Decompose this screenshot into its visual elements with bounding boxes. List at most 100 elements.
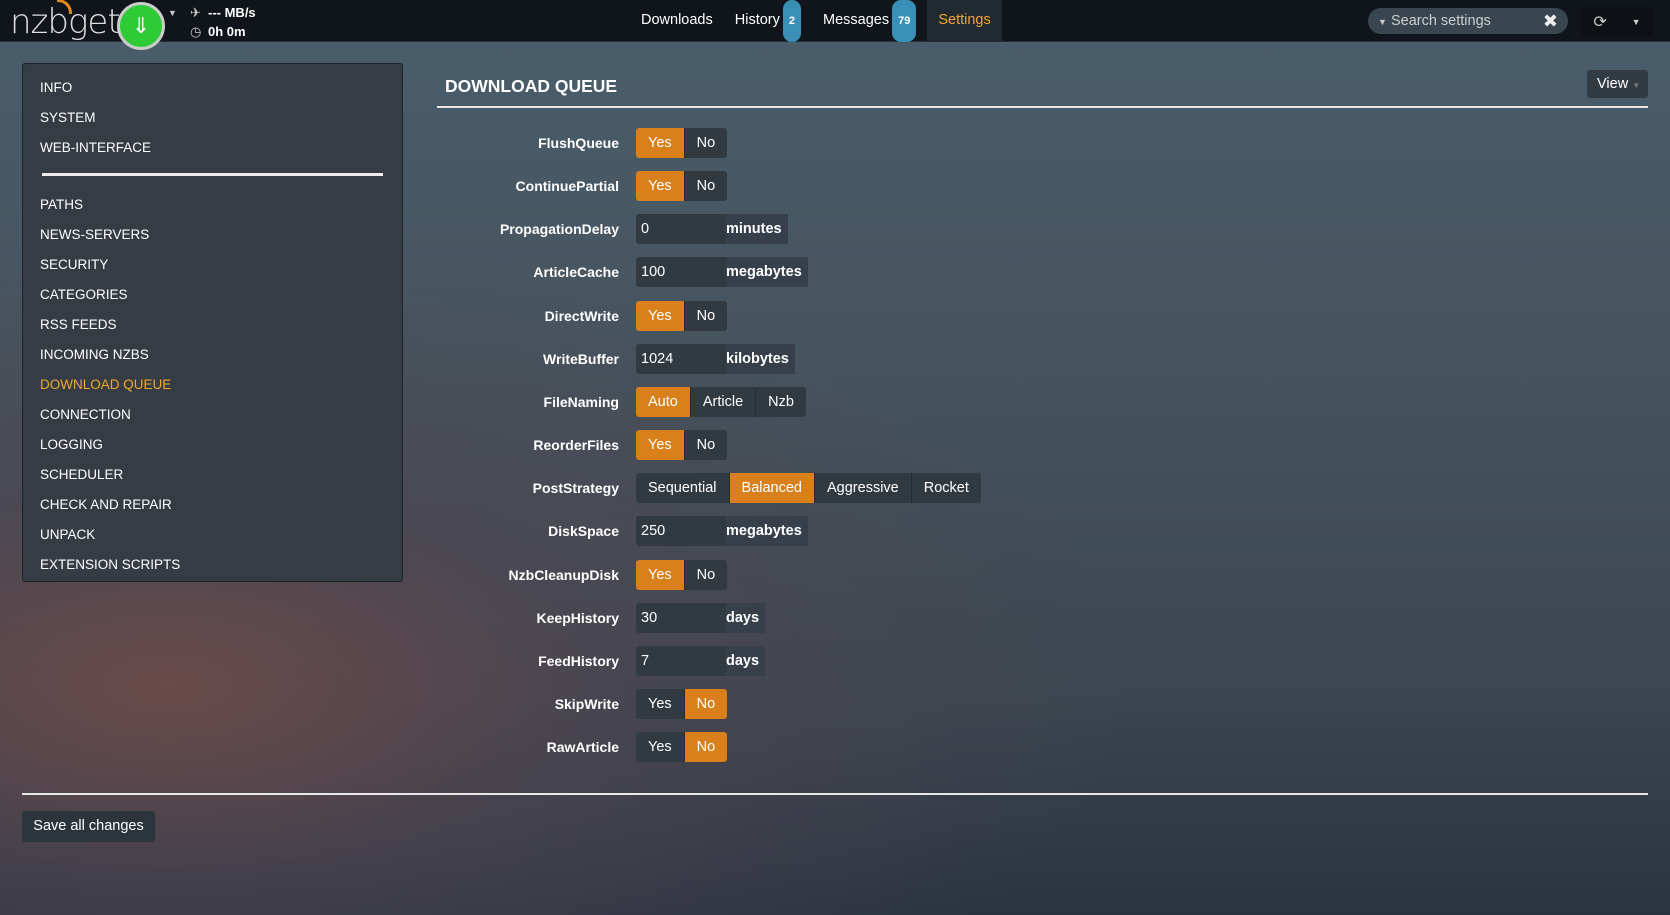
setting-row-keephistory: KeepHistory 30 days [437,602,766,633]
option-yes[interactable]: Yes [636,688,685,719]
option-yes[interactable]: Yes [636,559,685,590]
option-no[interactable]: No [696,135,716,151]
reorderfiles-toggle: Yes No [636,430,728,461]
option-article[interactable]: Article [691,386,757,417]
sidebar-item-news-servers[interactable]: NEWS-SERVERS [40,227,150,242]
option-yes[interactable]: Yes [636,300,685,331]
status-info: ✈ --- MB/s ◷ 0h 0m [190,3,256,41]
option-yes[interactable]: Yes [636,128,685,158]
download-arrow-icon: ⇓ [131,13,151,38]
sidebar-item-info[interactable]: INFO [40,80,73,95]
option-no[interactable]: No [696,307,716,324]
poststrategy-toggle: Sequential Balanced Aggressive Rocket [636,473,981,504]
input-value[interactable]: 1024 [641,350,674,367]
view-label: View [1597,76,1629,92]
option-yes[interactable]: Yes [636,171,685,202]
setting-row-articlecache: ArticleCache 100 megabytes [437,257,808,288]
setting-label: FileNaming [543,393,619,410]
plane-icon: ✈ [190,5,201,20]
tab-downloads[interactable]: Downloads [630,0,724,42]
save-all-changes-button[interactable]: Save all changes [22,811,155,842]
tab-settings[interactable]: Settings [927,0,1002,42]
unit-label: minutes [726,214,788,245]
sidebar-item-check-and-repair[interactable]: CHECK AND REPAIR [40,497,172,512]
unit-label: megabytes [726,516,808,547]
play-menu-caret-icon[interactable]: ▼ [168,8,177,18]
setting-row-poststrategy: PostStrategy Sequential Balanced Aggressive… [437,473,981,504]
option-yes[interactable]: Yes [636,430,685,461]
tab-history[interactable]: History 2 [724,0,812,42]
option-sequential[interactable]: Sequential [636,473,730,504]
option-aggressive[interactable]: Aggressive [815,473,912,504]
option-yes[interactable]: Yes [636,732,685,763]
sidebar-item-unpack[interactable]: UNPACK [40,527,96,542]
sidebar-item-system[interactable]: SYSTEM [40,110,96,125]
main-nav: Downloads History 2 Messages 79 Settings [630,0,1002,42]
setting-row-continuepartial: ContinuePartial Yes No [437,171,728,202]
option-balanced[interactable]: Balanced [729,473,815,504]
unit-label: days [726,645,766,676]
input-value[interactable]: 30 [641,609,658,626]
top-bar: nzbget ⇓ ▼ ✈ --- MB/s ◷ 0h 0m Downloads Hi… [0,0,1670,50]
sidebar-item-categories[interactable]: CATEGORIES [40,287,128,302]
keephistory-input[interactable]: 30 days [636,602,766,633]
feedhistory-input[interactable]: 7 days [636,645,766,676]
sidebar-item-extension-scripts[interactable]: EXTENSION SCRIPTS [40,557,181,572]
refresh-menu-caret-icon[interactable]: ▼ [1631,17,1641,27]
pause-resume-button[interactable]: ⇓ [117,2,165,50]
divider [437,106,1648,108]
time-value: 0h 0m [208,24,246,39]
view-button[interactable]: View ▼ [1587,70,1648,98]
input-value[interactable]: 100 [641,264,666,281]
page-title: DOWNLOAD QUEUE [445,76,618,96]
writebuffer-input[interactable]: 1024 kilobytes [636,343,795,374]
sidebar-item-logging[interactable]: LOGGING [40,437,104,452]
setting-row-nzbcleanupdisk: NzbCleanupDisk Yes No [437,559,728,590]
tab-label: Downloads [641,12,713,28]
sidebar-item-incoming-nzbs[interactable]: INCOMING NZBS [40,347,149,362]
option-no[interactable]: No [696,178,716,195]
tab-label: Messages [823,12,890,28]
option-auto[interactable]: Auto [636,386,691,417]
setting-row-propagationdelay: PropagationDelay 0 minutes [437,214,788,245]
option-no[interactable]: No [684,688,728,719]
option-no[interactable]: No [696,437,716,454]
articlecache-input[interactable]: 100 megabytes [636,257,808,288]
setting-label: FeedHistory [538,652,619,669]
sidebar-item-rss-feeds[interactable]: RSS FEEDS [40,317,117,332]
unit-label: kilobytes [726,343,795,374]
refresh-icon[interactable]: ⟳ [1593,14,1607,31]
sidebar-item-connection[interactable]: CONNECTION [40,407,131,422]
flushqueue-toggle: Yes No [636,128,728,158]
clear-search-icon[interactable]: ✖ [1542,11,1558,31]
input-value[interactable]: 250 [641,523,666,540]
option-nzb[interactable]: Nzb [768,393,794,410]
logo: nzbget [10,2,121,42]
sidebar-item-scheduler[interactable]: SCHEDULER [40,467,124,482]
diskspace-input[interactable]: 250 megabytes [636,516,808,547]
input-value[interactable]: 0 [641,221,650,238]
sidebar-item-download-queue[interactable]: DOWNLOAD QUEUE [40,377,172,392]
search-caret-icon[interactable]: ▼ [1378,17,1387,27]
input-value[interactable]: 7 [641,652,650,669]
setting-row-reorderfiles: ReorderFiles Yes No [437,430,728,461]
directwrite-toggle: Yes No [636,300,728,331]
setting-row-flushqueue: FlushQueue Yes No [437,128,728,158]
tab-messages[interactable]: Messages 79 [812,0,927,42]
sidebar-item-web-interface[interactable]: WEB-INTERFACE [40,140,152,155]
filenaming-toggle: Auto Article Nzb [636,386,806,417]
setting-label: WriteBuffer [543,350,619,367]
sidebar-item-security[interactable]: SECURITY [40,257,109,272]
option-no[interactable]: No [684,732,728,763]
search-input[interactable]: ▼ Search settings ✖ [1368,8,1568,34]
option-no[interactable]: No [696,566,716,583]
setting-label: PostStrategy [532,480,619,497]
setting-label: ArticleCache [533,264,619,281]
setting-label: DirectWrite [544,307,619,324]
propagationdelay-input[interactable]: 0 minutes [636,214,788,245]
setting-label: FlushQueue [538,135,619,151]
setting-label: ReorderFiles [533,437,619,454]
option-rocket[interactable]: Rocket [923,480,969,497]
skipwrite-toggle: Yes No [636,688,728,719]
sidebar-item-paths[interactable]: PATHS [40,197,84,212]
